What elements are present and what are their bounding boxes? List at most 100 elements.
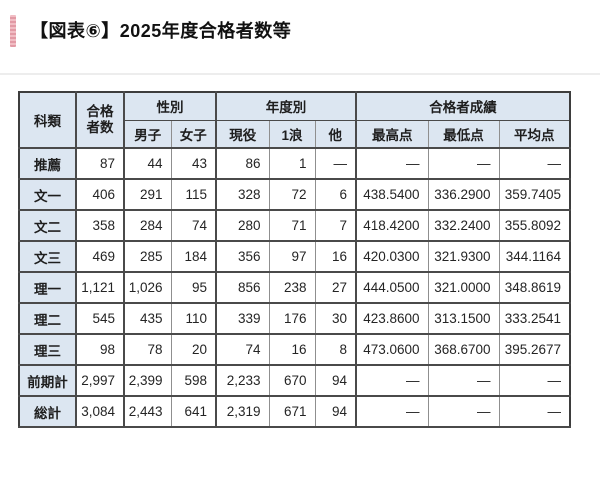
cell-current-year: 356: [216, 241, 270, 273]
header-min-score: 最低点: [428, 120, 500, 149]
cell-one-ronin: 16: [269, 334, 316, 366]
cell-current-year: 328: [216, 179, 270, 211]
cell-total-count: 1,121: [76, 272, 125, 304]
cell-female: 43: [171, 148, 217, 180]
cell-avg-score: 333.2541: [499, 303, 571, 335]
row-label: 推薦: [19, 148, 77, 180]
cell-one-ronin: 670: [269, 365, 316, 397]
cell-total-count: 3,084: [76, 396, 125, 428]
cell-female: 20: [171, 334, 217, 366]
cell-female: 598: [171, 365, 217, 397]
header-max-score: 最高点: [356, 120, 429, 149]
row-label: 理二: [19, 303, 77, 335]
cell-current-year: 856: [216, 272, 270, 304]
header-total-line1: 合格: [86, 104, 114, 120]
cell-avg-score: 344.1164: [499, 241, 571, 273]
cell-min-score: 321.9300: [428, 241, 500, 273]
cell-male: 435: [124, 303, 172, 335]
cell-female: 110: [171, 303, 217, 335]
header-female: 女子: [171, 120, 217, 149]
cell-min-score: 368.6700: [428, 334, 500, 366]
page-title: 【図表⑥】2025年度合格者数等: [30, 21, 292, 41]
accent-bar: [10, 15, 16, 47]
table-row: 総計 3,084 2,443 641 2,319 671 94 — — —: [19, 396, 571, 428]
header-group-row: 科類 合格 者数 性別 年度別 合格者成績: [19, 92, 571, 149]
cell-min-score: 321.0000: [428, 272, 500, 304]
row-label: 文一: [19, 179, 77, 211]
cell-other-year: 94: [315, 365, 357, 397]
cell-min-score: 332.2400: [428, 210, 500, 242]
cell-avg-score: —: [499, 396, 571, 428]
cell-female: 95: [171, 272, 217, 304]
table-body: 推薦 87 44 43 86 1 — — — — 文一 406 291 115 …: [19, 148, 571, 428]
cell-min-score: —: [428, 365, 500, 397]
cell-male: 44: [124, 148, 172, 180]
cell-total-count: 469: [76, 241, 125, 273]
cell-min-score: —: [428, 148, 500, 180]
cell-avg-score: —: [499, 365, 571, 397]
cell-total-count: 358: [76, 210, 125, 242]
cell-avg-score: 395.2677: [499, 334, 571, 366]
header-category: 科類: [19, 92, 77, 149]
cell-female: 184: [171, 241, 217, 273]
cell-other-year: 30: [315, 303, 357, 335]
cell-current-year: 2,319: [216, 396, 270, 428]
table-row: 理三 98 78 20 74 16 8 473.0600 368.6700 39…: [19, 334, 571, 366]
row-label: 総計: [19, 396, 77, 428]
header-total-count: 合格 者数: [76, 92, 125, 149]
row-label: 理三: [19, 334, 77, 366]
cell-male: 78: [124, 334, 172, 366]
cell-other-year: 8: [315, 334, 357, 366]
cell-one-ronin: 176: [269, 303, 316, 335]
cell-male: 2,443: [124, 396, 172, 428]
cell-max-score: 420.0300: [356, 241, 429, 273]
row-label: 文二: [19, 210, 77, 242]
cell-other-year: 27: [315, 272, 357, 304]
cell-max-score: 473.0600: [356, 334, 429, 366]
cell-current-year: 280: [216, 210, 270, 242]
cell-avg-score: 355.8092: [499, 210, 571, 242]
figure-header: 【図表⑥】2025年度合格者数等: [0, 0, 600, 75]
cell-avg-score: —: [499, 148, 571, 180]
table-row: 推薦 87 44 43 86 1 — — — —: [19, 148, 571, 180]
cell-avg-score: 359.7405: [499, 179, 571, 211]
header-avg-score: 平均点: [499, 120, 571, 149]
header-year-group: 年度別: [216, 92, 357, 121]
row-label: 文三: [19, 241, 77, 273]
results-table: 科類 合格 者数 性別 年度別 合格者成績 男子 女子 現役 1浪 他 最高点 …: [18, 91, 571, 428]
header-one-ronin: 1浪: [269, 120, 316, 149]
table-row: 前期計 2,997 2,399 598 2,233 670 94 — — —: [19, 365, 571, 397]
header-total-line2: 者数: [86, 120, 114, 135]
cell-other-year: 94: [315, 396, 357, 428]
cell-one-ronin: 71: [269, 210, 316, 242]
cell-max-score: 438.5400: [356, 179, 429, 211]
cell-other-year: 6: [315, 179, 357, 211]
cell-min-score: 313.1500: [428, 303, 500, 335]
cell-current-year: 339: [216, 303, 270, 335]
cell-current-year: 74: [216, 334, 270, 366]
cell-male: 285: [124, 241, 172, 273]
header-other-year: 他: [315, 120, 357, 149]
cell-current-year: 2,233: [216, 365, 270, 397]
cell-one-ronin: 97: [269, 241, 316, 273]
table-row: 理一 1,121 1,026 95 856 238 27 444.0500 32…: [19, 272, 571, 304]
cell-other-year: 16: [315, 241, 357, 273]
table-row: 理二 545 435 110 339 176 30 423.8600 313.1…: [19, 303, 571, 335]
cell-avg-score: 348.8619: [499, 272, 571, 304]
cell-total-count: 406: [76, 179, 125, 211]
cell-total-count: 87: [76, 148, 125, 180]
row-label: 理一: [19, 272, 77, 304]
header-score-group: 合格者成績: [356, 92, 571, 121]
header-current-year: 現役: [216, 120, 270, 149]
cell-max-score: —: [356, 396, 429, 428]
cell-female: 641: [171, 396, 217, 428]
cell-min-score: 336.2900: [428, 179, 500, 211]
row-label: 前期計: [19, 365, 77, 397]
cell-male: 2,399: [124, 365, 172, 397]
table-row: 文一 406 291 115 328 72 6 438.5400 336.290…: [19, 179, 571, 211]
header-gender-group: 性別: [124, 92, 217, 121]
cell-other-year: —: [315, 148, 357, 180]
cell-male: 1,026: [124, 272, 172, 304]
cell-min-score: —: [428, 396, 500, 428]
cell-other-year: 7: [315, 210, 357, 242]
